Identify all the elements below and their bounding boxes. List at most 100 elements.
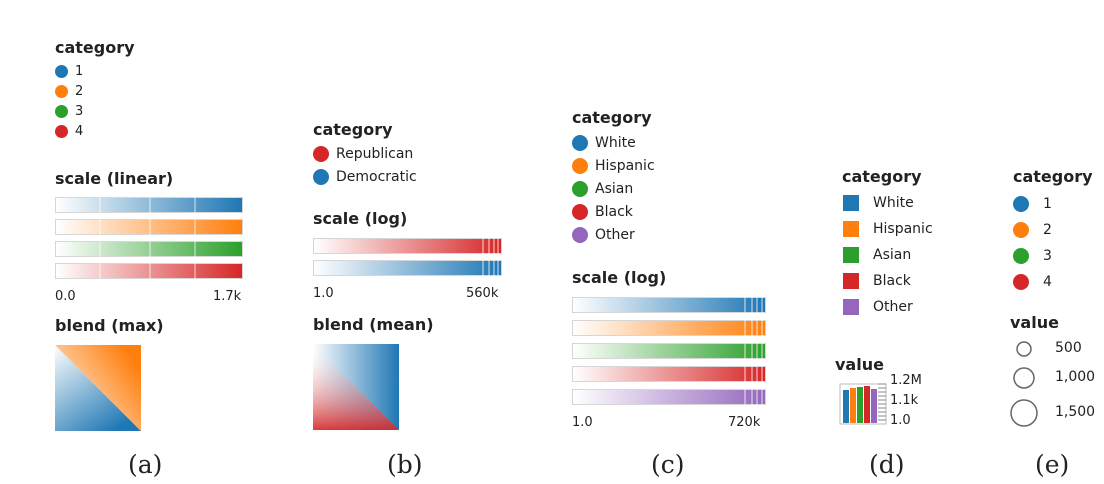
- blend-swatch: [55, 345, 141, 431]
- scale-min-label: 1.0: [572, 415, 593, 430]
- legend-item: 3: [1013, 248, 1052, 264]
- scale-title: scale (log): [572, 268, 667, 287]
- color-ramp-green: [55, 241, 243, 257]
- legend-item: 2: [1013, 222, 1052, 238]
- legend-label: Other: [873, 299, 913, 315]
- color-ramp-red: [572, 366, 766, 382]
- panel-e: category 1 2 3 4 value 500 1,000 1,500 (…: [980, 0, 1104, 484]
- legend-label: Republican: [336, 146, 414, 162]
- scale-min-label: 0.0: [55, 289, 76, 304]
- legend-label: 4: [1043, 274, 1052, 290]
- legend-title: category: [842, 167, 922, 186]
- category-swatch: [313, 146, 329, 162]
- category-swatch: [1013, 222, 1029, 238]
- color-ramp-red: [55, 263, 243, 279]
- caption: (e): [1035, 450, 1070, 479]
- legend-item: Hispanic: [843, 221, 933, 237]
- scale-title: scale (log): [313, 209, 408, 228]
- category-swatch: [1013, 248, 1029, 264]
- category-swatch: [55, 85, 68, 98]
- legend-item: 3: [55, 104, 83, 119]
- blend-title: blend (mean): [313, 315, 434, 334]
- legend-item: Asian: [843, 247, 911, 263]
- value-title: value: [835, 355, 884, 374]
- legend-label: White: [595, 135, 636, 151]
- legend-label: White: [873, 195, 914, 211]
- color-ramp-red: [313, 238, 502, 254]
- category-swatch: [572, 227, 588, 243]
- legend-title: category: [313, 120, 393, 139]
- legend-label: Asian: [595, 181, 634, 197]
- category-swatch: [55, 65, 68, 78]
- caption: (a): [128, 450, 163, 479]
- scale-max-label: 560k: [466, 286, 499, 301]
- category-swatch: [843, 299, 859, 315]
- size-circle-small: [1010, 341, 1038, 427]
- color-ramp-orange: [55, 219, 243, 235]
- panel-a: category 1 2 3 4 scale (linear) 0.0 1.7k…: [0, 0, 270, 484]
- legend-label: 1: [75, 64, 84, 79]
- legend-label: 1: [1043, 196, 1052, 212]
- legend-item: 4: [55, 124, 83, 139]
- value-tick-label: 1.2M: [890, 373, 922, 388]
- legend-item: 1: [1013, 196, 1052, 212]
- panel-b: category Republican Democratic scale (lo…: [270, 0, 550, 484]
- category-swatch: [55, 125, 68, 138]
- legend-label: Hispanic: [595, 158, 655, 174]
- blend-title: blend (max): [55, 316, 164, 335]
- scale-tick-lines: [482, 238, 499, 276]
- legend-item: Black: [572, 204, 633, 220]
- legend-label: Democratic: [336, 169, 417, 185]
- caption: (d): [869, 450, 905, 479]
- blend-swatch: [313, 344, 399, 430]
- legend-label: 3: [75, 104, 84, 119]
- size-label: 1,000: [1055, 369, 1096, 385]
- legend-item: 4: [1013, 274, 1052, 290]
- legend-item: Black: [843, 273, 911, 289]
- legend-item: Other: [572, 227, 635, 243]
- legend-label: Other: [595, 227, 635, 243]
- scale-tick-lines: [99, 197, 196, 281]
- value-title: value: [1010, 313, 1059, 332]
- category-swatch: [1013, 274, 1029, 290]
- category-swatch: [843, 221, 859, 237]
- category-swatch: [1013, 196, 1029, 212]
- size-label: 500: [1055, 340, 1082, 356]
- category-swatch: [313, 169, 329, 185]
- category-swatch: [843, 273, 859, 289]
- legend-item: 1: [55, 64, 83, 79]
- legend-item: Asian: [572, 181, 633, 197]
- category-swatch: [572, 204, 588, 220]
- legend-title: category: [572, 108, 652, 127]
- legend-label: Black: [595, 204, 633, 220]
- legend-label: Asian: [873, 247, 912, 263]
- caption: (b): [387, 450, 423, 479]
- caption: (c): [651, 450, 685, 479]
- legend-title: category: [1013, 167, 1093, 186]
- legend-label: 2: [75, 84, 84, 99]
- value-bar-glyph: [839, 383, 887, 425]
- panel-c: category White Hispanic Asian Black Othe…: [550, 0, 810, 484]
- legend-item: White: [572, 135, 636, 151]
- category-swatch: [55, 105, 68, 118]
- legend-item: White: [843, 195, 914, 211]
- legend-label: Hispanic: [873, 221, 933, 237]
- legend-label: 2: [1043, 222, 1052, 238]
- scale-min-label: 1.0: [313, 286, 334, 301]
- legend-label: Black: [873, 273, 911, 289]
- color-ramp-blue: [572, 297, 766, 313]
- category-swatch: [843, 195, 859, 211]
- scale-max-label: 720k: [728, 415, 761, 430]
- legend-item: Republican: [313, 146, 413, 162]
- scale-tick-lines: [744, 297, 763, 405]
- color-ramp-blue: [313, 260, 502, 276]
- panel-d: category White Hispanic Asian Black Othe…: [810, 0, 980, 484]
- color-ramp-orange: [572, 320, 766, 336]
- legend-label: 3: [1043, 248, 1052, 264]
- scale-title: scale (linear): [55, 169, 174, 188]
- legend-item: Hispanic: [572, 158, 655, 174]
- value-tick-label: 1.0: [890, 413, 911, 428]
- color-ramp-green: [572, 343, 766, 359]
- color-ramp-purple: [572, 389, 766, 405]
- category-swatch: [572, 158, 588, 174]
